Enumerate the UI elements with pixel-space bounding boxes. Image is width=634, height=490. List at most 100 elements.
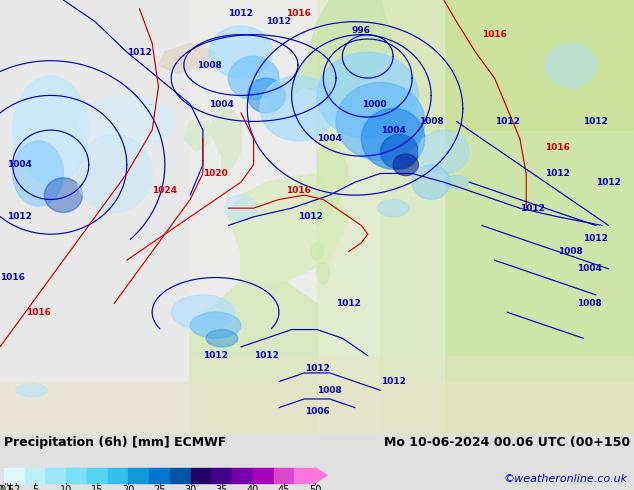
Bar <box>129 468 149 483</box>
Text: 1004: 1004 <box>577 265 602 273</box>
Bar <box>191 468 211 483</box>
Text: 15: 15 <box>91 486 103 490</box>
Bar <box>149 468 170 483</box>
Text: 1012: 1012 <box>583 234 609 243</box>
Bar <box>4 468 25 483</box>
Ellipse shape <box>206 330 238 347</box>
Ellipse shape <box>228 56 279 100</box>
Text: 1012: 1012 <box>583 117 609 126</box>
Text: 1012: 1012 <box>203 351 228 360</box>
Text: 40: 40 <box>247 486 259 490</box>
Polygon shape <box>158 44 216 74</box>
Text: 0.5: 0.5 <box>0 486 15 490</box>
Text: 1008: 1008 <box>418 117 444 126</box>
Ellipse shape <box>247 78 285 113</box>
Text: 45: 45 <box>278 486 290 490</box>
Text: 10: 10 <box>60 486 72 490</box>
Ellipse shape <box>377 199 409 217</box>
Text: 1012: 1012 <box>254 351 279 360</box>
Ellipse shape <box>444 175 469 189</box>
Ellipse shape <box>76 134 152 213</box>
Text: 25: 25 <box>153 486 165 490</box>
Bar <box>108 468 129 483</box>
Text: 1004: 1004 <box>209 99 235 109</box>
Polygon shape <box>315 468 327 483</box>
Text: 1: 1 <box>7 486 13 490</box>
Ellipse shape <box>260 76 336 141</box>
Bar <box>380 0 634 130</box>
Ellipse shape <box>311 243 323 260</box>
Text: 2: 2 <box>13 486 20 490</box>
Text: 20: 20 <box>122 486 134 490</box>
Text: 1016: 1016 <box>285 186 311 196</box>
Text: ©weatheronline.co.uk: ©weatheronline.co.uk <box>504 474 628 484</box>
Bar <box>317 0 634 434</box>
Text: 1008: 1008 <box>317 386 342 395</box>
Text: 1012: 1012 <box>336 299 361 308</box>
Ellipse shape <box>79 96 174 147</box>
Text: 1012: 1012 <box>298 212 323 221</box>
Text: 1008: 1008 <box>197 61 222 70</box>
Text: 1012: 1012 <box>127 48 152 56</box>
Ellipse shape <box>317 52 418 139</box>
Polygon shape <box>285 0 393 108</box>
Polygon shape <box>209 104 241 173</box>
Bar <box>170 468 191 483</box>
Ellipse shape <box>380 134 418 169</box>
Bar <box>66 468 87 483</box>
Text: 1024: 1024 <box>152 186 178 196</box>
Text: 1004: 1004 <box>317 134 342 143</box>
Text: 1016: 1016 <box>482 30 507 39</box>
Ellipse shape <box>13 76 89 184</box>
Text: 1012: 1012 <box>545 169 571 178</box>
Text: 1012: 1012 <box>380 377 406 386</box>
Text: 1000: 1000 <box>362 99 386 109</box>
Ellipse shape <box>190 312 241 338</box>
Ellipse shape <box>361 108 425 169</box>
Ellipse shape <box>225 195 257 221</box>
Text: 50: 50 <box>309 486 321 490</box>
Bar <box>190 356 634 434</box>
Bar <box>232 468 253 483</box>
Bar <box>25 468 46 483</box>
Bar <box>190 0 444 434</box>
Polygon shape <box>190 282 317 434</box>
Text: 1016: 1016 <box>285 8 311 18</box>
Text: 1020: 1020 <box>203 169 228 178</box>
Text: 1012: 1012 <box>596 178 621 187</box>
Bar <box>253 468 273 483</box>
Text: 1012: 1012 <box>495 117 520 126</box>
Polygon shape <box>184 122 209 152</box>
Polygon shape <box>311 139 349 225</box>
Polygon shape <box>228 173 349 282</box>
Text: 1006: 1006 <box>304 408 330 416</box>
Bar <box>211 468 232 483</box>
Text: 1004: 1004 <box>6 160 32 169</box>
Text: 1012: 1012 <box>304 364 330 373</box>
Bar <box>380 0 634 434</box>
Ellipse shape <box>545 44 596 87</box>
Ellipse shape <box>418 130 469 173</box>
Ellipse shape <box>13 141 63 206</box>
Ellipse shape <box>336 82 425 160</box>
Text: 1004: 1004 <box>380 125 406 135</box>
Text: 1016: 1016 <box>545 143 571 152</box>
Ellipse shape <box>171 295 235 330</box>
Text: 1016: 1016 <box>0 273 25 282</box>
Ellipse shape <box>44 178 82 213</box>
Text: Precipitation (6h) [mm] ECMWF: Precipitation (6h) [mm] ECMWF <box>4 436 226 449</box>
Text: Mo 10-06-2024 00.06 UTC (00+150: Mo 10-06-2024 00.06 UTC (00+150 <box>384 436 630 449</box>
Ellipse shape <box>209 26 273 78</box>
Text: 1012: 1012 <box>228 8 254 18</box>
Polygon shape <box>266 78 304 108</box>
Ellipse shape <box>412 165 450 199</box>
Text: 1012: 1012 <box>6 212 32 221</box>
Text: 5: 5 <box>32 486 38 490</box>
Text: 1012: 1012 <box>266 17 292 26</box>
Ellipse shape <box>393 154 418 175</box>
Text: 35: 35 <box>216 486 228 490</box>
Bar <box>87 468 108 483</box>
Text: 996: 996 <box>352 26 371 35</box>
Text: 1016: 1016 <box>25 308 51 317</box>
Text: 1008: 1008 <box>558 247 583 256</box>
